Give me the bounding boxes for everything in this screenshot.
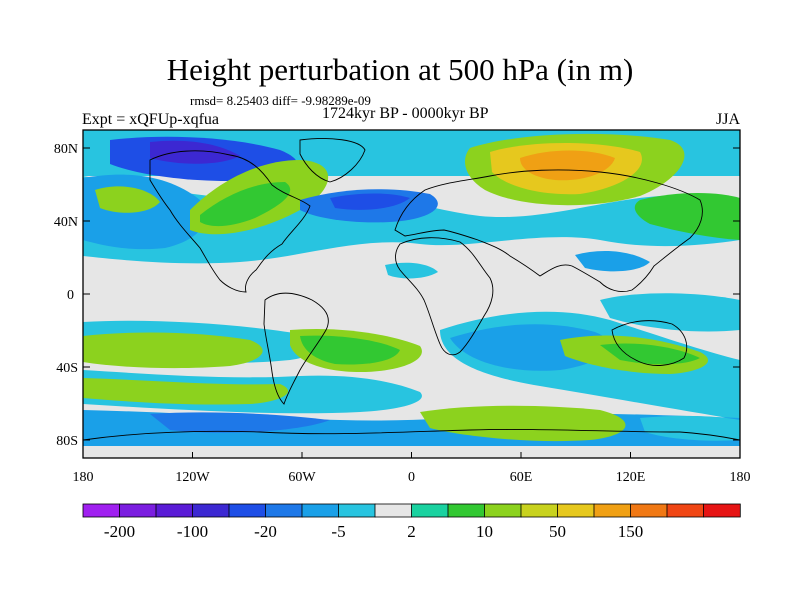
colorbar-swatch [301,503,340,518]
field-deepblue-antarctic [150,412,330,433]
colorbar-swatch [338,503,376,518]
field-darkgreen-s-indian [600,343,700,365]
colorbar-tick-label: -5 [331,522,345,541]
field-blue-asia [575,250,650,272]
field-green-n-pacific [95,186,160,213]
colorbar-swatch [703,503,741,518]
lon-labels: 180 120W 60W 0 60E 120E 180 [73,470,751,485]
colorbar-swatch [447,503,486,518]
colorbar-swatch [666,503,705,518]
lon-label: 180 [730,470,751,485]
colorbar-tick-label: -200 [104,522,135,541]
map-title: Height perturbation at 500 hPa (in m) [166,52,634,87]
colorbar-tick-label: 50 [549,522,566,541]
lon-label: 120E [616,470,646,485]
lon-label: 60W [288,470,316,485]
colorbar-swatch [192,503,230,518]
colorbar-labels: -200 -100 -20 -5 2 10 50 150 [104,522,643,541]
field-cyan-antarctic-east [640,415,740,441]
field-green-s-pacific [83,332,263,369]
season-label: JJA [716,111,741,128]
colorbar-swatch [82,503,121,518]
lat-label: 80N [54,142,78,157]
field-blue-indian-ocean [450,324,611,371]
colorbar-swatch [374,503,413,518]
colorbar-swatch [155,503,194,518]
experiment-label: Expt = xQFUp-xqfua [82,111,220,128]
colorbar-tick-label: 2 [407,522,416,541]
colorbar-tick-label: -100 [177,522,208,541]
colorbar-swatch [593,503,632,518]
period-text: 1724kyr BP - 0000kyr BP [322,105,489,122]
lon-label: 60E [510,470,533,485]
field-cyan-midlat-north [83,176,740,264]
lat-label: 80S [56,434,78,449]
coast-africa [395,237,494,356]
coast-antarctica [83,428,740,441]
lon-label: 0 [408,470,415,485]
lat-label: 0 [67,288,74,303]
stats-text: rmsd= 8.25403 diff= -9.98289e-09 [190,93,371,108]
colorbar-swatch [520,503,559,518]
coast-eurasia [394,169,703,293]
field-darkgreen-n-america [200,182,291,227]
field-orange-siberia [520,150,615,181]
coast-south-america [263,292,329,405]
coast-australia [611,320,688,366]
colorbar-swatch [228,503,267,518]
colorbar-swatch [411,503,449,518]
lat-labels: 80N 40N 0 40S 80S [54,142,78,449]
colorbar-swatch [265,503,303,518]
lat-label: 40N [54,215,78,230]
field-deepblue-n-atlantic [330,193,410,210]
coastlines [83,138,740,441]
colorbar-swatch [484,503,522,518]
lon-label: 120W [175,470,210,485]
colorbar-tick-label: 10 [476,522,493,541]
colorbar-swatch [630,503,668,518]
coast-greenland [299,138,366,183]
colorbar-tick-label: 150 [618,522,644,541]
colorbar-swatch [119,503,157,518]
field-green-n-pacific-east [634,193,740,240]
colorbar [82,503,741,518]
lon-ticks [82,452,741,458]
lat-label: 40S [56,361,78,376]
height-perturbation-field [83,130,740,458]
field-darkblue-arctic [150,140,240,164]
colorbar-swatch [557,503,595,518]
field-green-antarctic [420,405,626,442]
lat-ticks [83,147,740,441]
colorbar-tick-label: -20 [254,522,277,541]
field-darkgreen-s-atlantic [300,335,400,365]
coast-north-america [149,150,311,293]
lon-label: 180 [73,470,94,485]
field-green-southern-ocean [83,378,289,405]
